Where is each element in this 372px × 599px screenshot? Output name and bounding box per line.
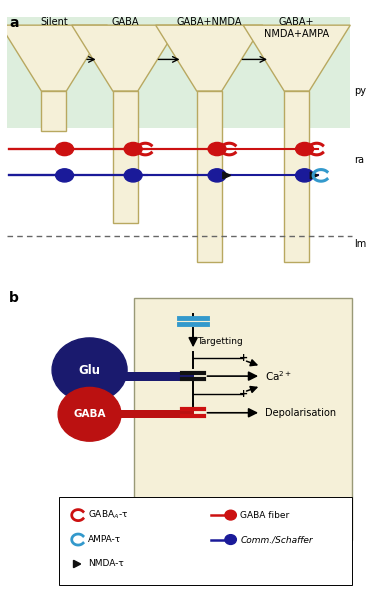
Polygon shape [155, 25, 263, 91]
Bar [125, 371, 194, 381]
Text: a: a [9, 16, 19, 30]
Polygon shape [72, 25, 179, 91]
Polygon shape [223, 172, 231, 179]
Circle shape [208, 169, 226, 182]
Text: NMDA-τ: NMDA-τ [88, 559, 124, 568]
Text: Silent: Silent [40, 17, 68, 27]
Bar [41, 91, 66, 131]
Circle shape [58, 388, 121, 441]
Bar [118, 410, 194, 418]
Circle shape [124, 143, 142, 156]
Text: +: + [238, 353, 248, 364]
Bar [7, 17, 350, 128]
Circle shape [225, 510, 236, 520]
Circle shape [225, 535, 236, 544]
Circle shape [296, 143, 314, 156]
Circle shape [56, 169, 74, 182]
Bar [284, 91, 309, 262]
Text: GABA fiber: GABA fiber [240, 510, 289, 519]
Polygon shape [0, 25, 108, 91]
Bar [113, 91, 138, 223]
Text: GABA+
NMDA+AMPA: GABA+ NMDA+AMPA [264, 17, 329, 39]
Circle shape [56, 143, 74, 156]
Text: AMPA-τ: AMPA-τ [88, 535, 121, 544]
Text: Ca$^{2+}$: Ca$^{2+}$ [264, 369, 292, 383]
Circle shape [52, 338, 127, 402]
Text: Targetting: Targetting [198, 337, 243, 346]
Circle shape [124, 169, 142, 182]
Circle shape [296, 169, 314, 182]
Text: +: + [238, 389, 248, 399]
Text: Glu: Glu [78, 364, 100, 377]
Circle shape [208, 143, 226, 156]
Text: GABA+NMDA: GABA+NMDA [176, 17, 242, 27]
Bar [197, 91, 222, 262]
Text: ra: ra [354, 155, 364, 165]
Text: GABA: GABA [112, 17, 139, 27]
Polygon shape [74, 560, 81, 568]
Text: Depolarisation: Depolarisation [264, 408, 336, 418]
Polygon shape [310, 172, 318, 179]
Text: GABA: GABA [73, 409, 106, 419]
Text: py: py [354, 86, 366, 96]
Text: b: b [9, 291, 19, 304]
Text: Comm./Schaffer: Comm./Schaffer [240, 535, 313, 544]
Text: GABA$_A$-τ: GABA$_A$-τ [88, 509, 128, 521]
Polygon shape [243, 25, 350, 91]
FancyBboxPatch shape [59, 497, 352, 585]
FancyBboxPatch shape [134, 298, 352, 540]
Text: lm: lm [354, 239, 366, 249]
